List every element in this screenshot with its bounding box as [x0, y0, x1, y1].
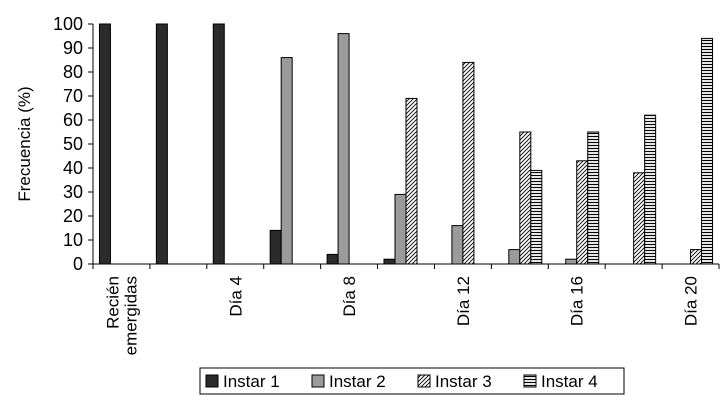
legend-box: [199, 367, 625, 395]
bar-instar-2: [451, 225, 464, 265]
legend-label: Instar 4: [541, 372, 598, 391]
bar-instar-3: [405, 97, 418, 265]
bar-instar-1: [383, 258, 396, 265]
legend-swatch: [523, 374, 537, 388]
y-tick-label: 60: [63, 110, 83, 130]
y-axis-title: Frecuencia (%): [15, 86, 34, 201]
bar-instar-1: [155, 23, 168, 265]
bar-instar-4: [701, 37, 714, 265]
bar-instar-1: [269, 229, 282, 265]
bar-instar-3: [633, 172, 646, 265]
x-category-label: Día 20: [682, 276, 701, 326]
bar-instar-3: [690, 249, 703, 265]
x-category-label: Día 4: [226, 276, 245, 317]
legend-label: Instar 3: [435, 372, 492, 391]
y-tick-label: 0: [73, 254, 83, 274]
bar-instar-2: [394, 193, 407, 265]
y-tick-label: 80: [63, 62, 83, 82]
y-tick-label: 30: [63, 182, 83, 202]
bar-instar-4: [587, 131, 600, 265]
bar-instar-2: [565, 258, 578, 265]
bar-instar-3: [576, 160, 589, 265]
y-tick-label: 70: [63, 86, 83, 106]
bar-instar-2: [337, 33, 350, 265]
y-tick-label: 20: [63, 206, 83, 226]
x-category-label: emergidas: [121, 276, 140, 355]
bar-instar-1: [98, 23, 111, 265]
bar-instar-4: [530, 169, 543, 265]
bar-instar-1: [212, 23, 225, 265]
y-tick-label: 40: [63, 158, 83, 178]
plot-area: Frecuencia (%) 0 10 20 30 40 50 60 70 80 90 100 Reci…: [15, 14, 720, 355]
legend-swatch: [205, 374, 219, 388]
legend-swatch: [417, 374, 431, 388]
legend-label: Instar 1: [223, 372, 280, 391]
x-category-label: Recién: [103, 276, 122, 329]
bar-instar-2: [508, 249, 521, 265]
x-category-label: Día 12: [454, 276, 473, 326]
y-tick-label: 100: [53, 14, 83, 34]
bar-instar-1: [326, 253, 339, 265]
bar-instar-3: [462, 61, 475, 265]
legend-swatch: [311, 374, 325, 388]
legend: Instar 1 Instar 2 Instar 3 Instar 4: [199, 367, 625, 395]
x-category-label: Día 16: [568, 276, 587, 326]
bar-instar-2: [280, 57, 293, 265]
y-tick-label: 50: [63, 134, 83, 154]
bar-instar-3: [519, 131, 532, 265]
y-tick-label: 10: [63, 230, 83, 250]
x-category-label: Día 8: [340, 276, 359, 317]
bar-instar-4: [644, 114, 657, 265]
legend-label: Instar 2: [329, 372, 386, 391]
y-tick-label: 90: [63, 38, 83, 58]
